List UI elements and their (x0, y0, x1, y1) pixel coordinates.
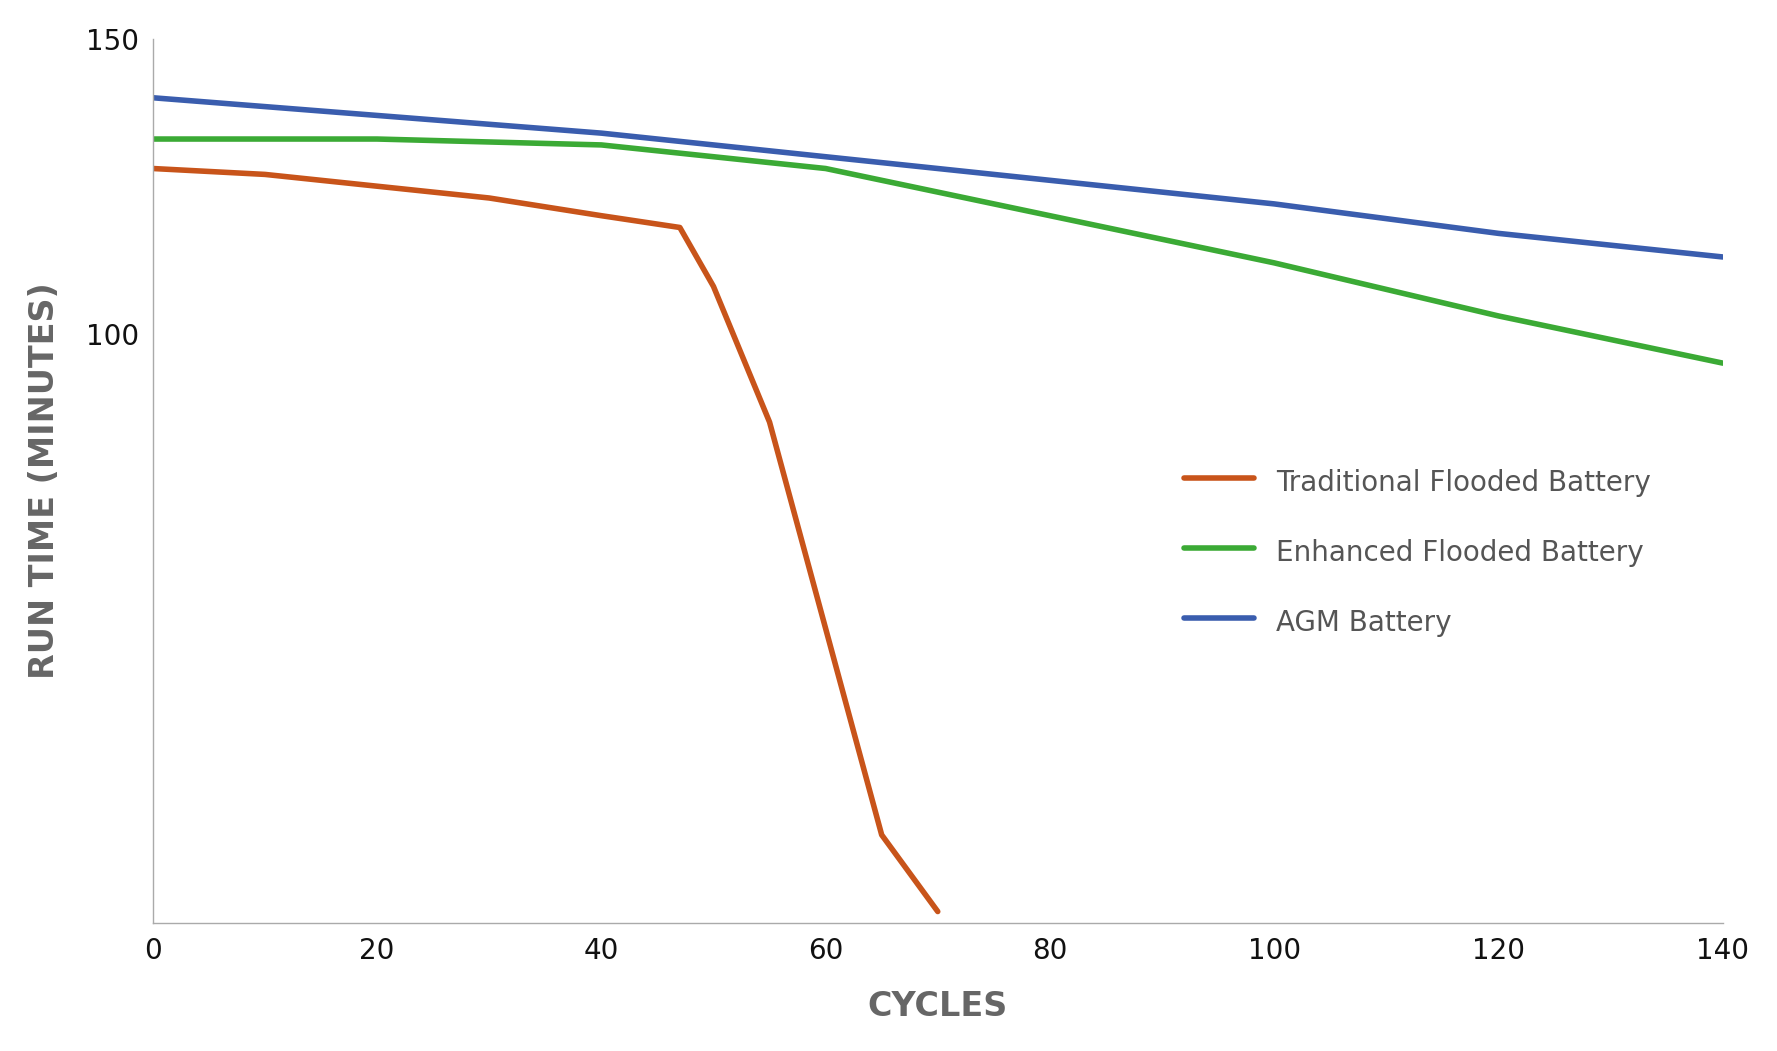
Line: Enhanced Flooded Battery: Enhanced Flooded Battery (153, 139, 1722, 363)
Traditional Flooded Battery (590, 209, 611, 222)
Enhanced Flooded Battery (816, 162, 837, 174)
Enhanced Flooded Battery (1487, 310, 1509, 323)
Traditional Flooded Battery (478, 191, 499, 204)
Line: AGM Battery: AGM Battery (153, 98, 1722, 256)
Traditional Flooded Battery (928, 905, 949, 918)
Enhanced Flooded Battery (366, 132, 387, 145)
Traditional Flooded Battery (254, 168, 275, 181)
Traditional Flooded Battery (366, 180, 387, 192)
AGM Battery (816, 150, 837, 163)
AGM Battery (1263, 198, 1285, 210)
Traditional Flooded Battery (704, 281, 725, 293)
AGM Battery (142, 91, 163, 104)
Line: Traditional Flooded Battery: Traditional Flooded Battery (153, 168, 938, 911)
Traditional Flooded Battery (759, 416, 780, 429)
Traditional Flooded Battery (670, 221, 691, 233)
Enhanced Flooded Battery (142, 132, 163, 145)
AGM Battery (1711, 250, 1733, 263)
AGM Battery (590, 127, 611, 140)
Enhanced Flooded Battery (1263, 256, 1285, 269)
Enhanced Flooded Battery (590, 139, 611, 151)
AGM Battery (1040, 174, 1061, 187)
Traditional Flooded Battery (871, 828, 892, 841)
AGM Battery (1487, 227, 1509, 240)
Traditional Flooded Battery (142, 162, 163, 174)
X-axis label: CYCLES: CYCLES (867, 990, 1008, 1024)
Enhanced Flooded Battery (1040, 209, 1061, 222)
Legend: Traditional Flooded Battery, Enhanced Flooded Battery, AGM Battery: Traditional Flooded Battery, Enhanced Fl… (1173, 454, 1661, 650)
Enhanced Flooded Battery (1711, 356, 1733, 369)
Y-axis label: RUN TIME (MINUTES): RUN TIME (MINUTES) (28, 283, 60, 679)
Traditional Flooded Battery (816, 622, 837, 635)
AGM Battery (366, 109, 387, 122)
